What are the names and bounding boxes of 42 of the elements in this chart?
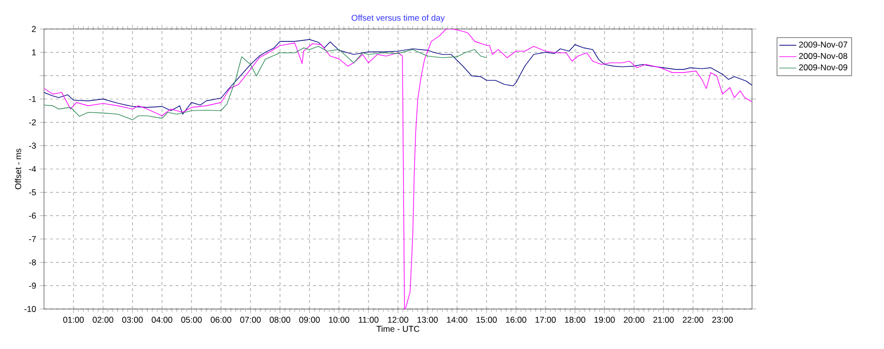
x-tick-label: 19:00 — [594, 316, 615, 323]
x-tick-label: 08:00 — [270, 316, 290, 323]
line-series — [44, 46, 487, 120]
y-tick-label: -6 — [29, 212, 36, 219]
y-tick-label: -5 — [29, 189, 36, 196]
legend-label: 2009-Nov-08 — [799, 52, 848, 59]
x-tick-label: 12:00 — [388, 316, 408, 323]
y-tick-label: -3 — [29, 142, 36, 149]
y-tick-label: -4 — [29, 166, 36, 172]
x-tick-label: 04:00 — [152, 316, 172, 323]
y-tick-label: -8 — [29, 259, 36, 266]
x-tick-label: 21:00 — [653, 316, 674, 323]
x-tick-label: 17:00 — [536, 316, 556, 323]
x-tick-label: 15:00 — [476, 316, 497, 323]
x-tick-label: 07:00 — [240, 316, 261, 323]
y-tick-label: 2 — [32, 26, 36, 32]
y-tick-label: 1 — [32, 49, 36, 56]
x-tick-label: 20:00 — [624, 316, 644, 323]
x-tick-label: 22:00 — [682, 316, 704, 323]
x-tick-label: 13:00 — [418, 316, 438, 323]
x-tick-label: 05:00 — [181, 316, 202, 323]
x-tick-label: 23:00 — [712, 316, 733, 323]
y-tick-label: -9 — [29, 282, 36, 289]
x-tick-label: 06:00 — [210, 316, 232, 323]
chart-title: Offset versus time of day — [352, 14, 445, 22]
x-tick-label: 11:00 — [358, 316, 378, 323]
x-tick-label: 10:00 — [329, 316, 350, 323]
x-tick-label: 09:00 — [299, 316, 320, 323]
x-tick-label: 01:00 — [63, 316, 84, 323]
x-tick-label: 02:00 — [92, 316, 114, 323]
x-tick-label: 03:00 — [122, 316, 143, 323]
y-tick-label: -7 — [29, 236, 36, 242]
legend-label: 2009-Nov-09 — [799, 64, 848, 70]
y-axis-title: Offset - ms — [14, 148, 22, 190]
y-tick-label: -10 — [24, 306, 36, 312]
y-tick-label: -2 — [29, 119, 36, 126]
x-tick-label: 18:00 — [565, 316, 586, 323]
x-tick-label: 14:00 — [447, 316, 468, 323]
legend-label: 2009-Nov-07 — [799, 42, 848, 48]
x-tick-label: 16:00 — [506, 316, 526, 323]
x-axis-title: Time - UTC — [376, 326, 420, 332]
y-tick-label: -1 — [29, 96, 36, 102]
